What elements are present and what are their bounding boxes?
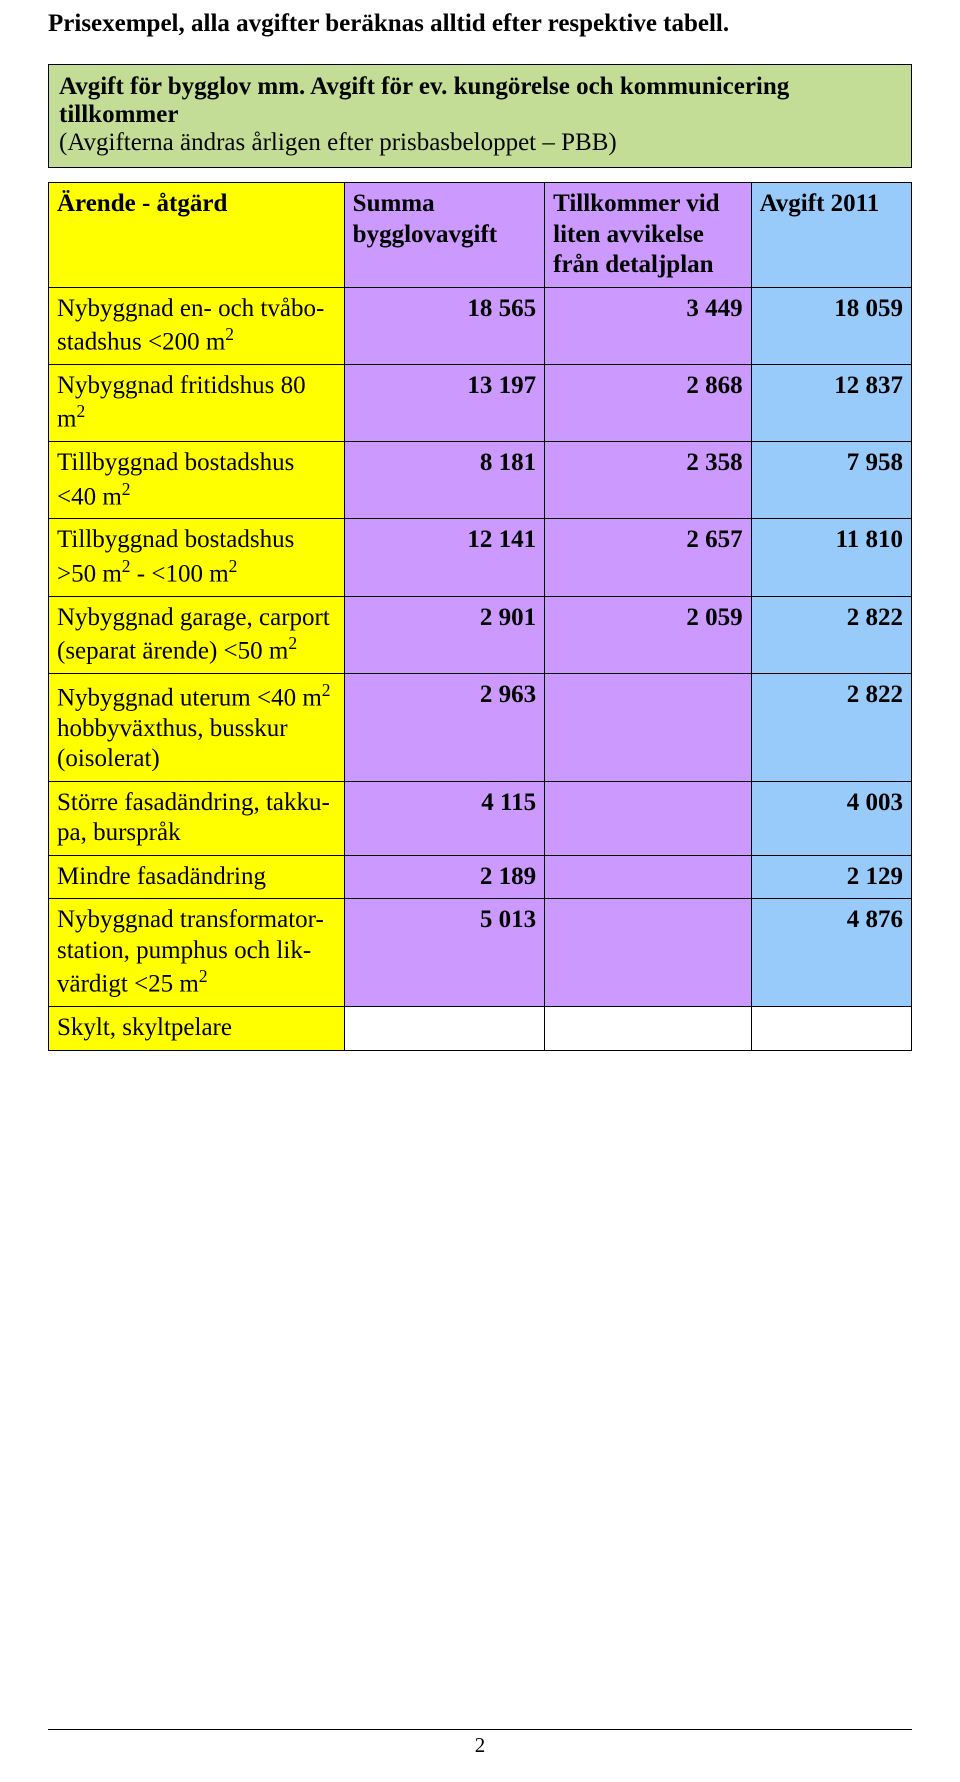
cell-summa: 8 181 (344, 442, 544, 519)
cell-avgift: 12 837 (751, 364, 911, 441)
cell-tillkommer (545, 1007, 751, 1051)
cell-avgift: 4 003 (751, 781, 911, 855)
cell-tillkommer: 3 449 (545, 287, 751, 364)
info-box-line-1: Avgift för bygglov mm. Avgift för ev. ku… (59, 73, 901, 129)
cell-avgift (751, 1007, 911, 1051)
cell-avgift: 2 822 (751, 596, 911, 673)
row-label: Nybyggnad transformator-station, pumphus… (49, 899, 345, 1007)
table-row: Större fasadändring, takku-pa, burspråk4… (49, 781, 912, 855)
row-label: Skylt, skyltpelare (49, 1007, 345, 1051)
cell-avgift: 11 810 (751, 519, 911, 596)
table-row: Nybyggnad transformator-station, pumphus… (49, 899, 912, 1007)
row-label: Nybyggnad uterum <40 m2 hobbyväxthus, bu… (49, 674, 345, 782)
table-row: Nybyggnad uterum <40 m2 hobbyväxthus, bu… (49, 674, 912, 782)
footer-separator (48, 1729, 912, 1730)
header-arende: Ärende - åtgärd (49, 183, 345, 288)
cell-summa: 2 189 (344, 855, 544, 899)
cell-avgift: 18 059 (751, 287, 911, 364)
table-row: Tillbyggnad bostadshus <40 m28 1812 3587… (49, 442, 912, 519)
table-row: Skylt, skyltpelare (49, 1007, 912, 1051)
cell-tillkommer: 2 358 (545, 442, 751, 519)
cell-avgift: 2 822 (751, 674, 911, 782)
row-label: Nybyggnad garage, carport (separat ärend… (49, 596, 345, 673)
cell-summa: 2 963 (344, 674, 544, 782)
cell-summa: 2 901 (344, 596, 544, 673)
table-row: Nybyggnad fritidshus 80 m213 1972 86812 … (49, 364, 912, 441)
pricing-table: Ärende - åtgärd Summa bygglovavgift Till… (48, 182, 912, 1051)
row-label: Mindre fasadändring (49, 855, 345, 899)
cell-tillkommer: 2 059 (545, 596, 751, 673)
cell-summa: 5 013 (344, 899, 544, 1007)
row-label: Nybyggnad en- och tvåbo-stadshus <200 m2 (49, 287, 345, 364)
table-header-row: Ärende - åtgärd Summa bygglovavgift Till… (49, 183, 912, 288)
cell-summa: 4 115 (344, 781, 544, 855)
cell-summa (344, 1007, 544, 1051)
table-row: Mindre fasadändring2 189 2 129 (49, 855, 912, 899)
row-label: Tillbyggnad bostadshus <40 m2 (49, 442, 345, 519)
cell-avgift: 4 876 (751, 899, 911, 1007)
cell-summa: 13 197 (344, 364, 544, 441)
cell-summa: 18 565 (344, 287, 544, 364)
table-row: Nybyggnad garage, carport (separat ärend… (49, 596, 912, 673)
cell-tillkommer (545, 899, 751, 1007)
row-label: Tillbyggnad bostadshus >50 m2 - <100 m2 (49, 519, 345, 596)
page: Prisexempel, alla avgifter beräknas allt… (0, 0, 960, 1782)
row-label: Större fasadändring, takku-pa, burspråk (49, 781, 345, 855)
cell-avgift: 7 958 (751, 442, 911, 519)
cell-tillkommer (545, 674, 751, 782)
page-number: 2 (0, 1733, 960, 1758)
table-row: Tillbyggnad bostadshus >50 m2 - <100 m21… (49, 519, 912, 596)
cell-avgift: 2 129 (751, 855, 911, 899)
cell-tillkommer (545, 781, 751, 855)
row-label: Nybyggnad fritidshus 80 m2 (49, 364, 345, 441)
cell-tillkommer: 2 868 (545, 364, 751, 441)
cell-summa: 12 141 (344, 519, 544, 596)
page-heading: Prisexempel, alla avgifter beräknas allt… (48, 10, 912, 38)
header-summa: Summa bygglovavgift (344, 183, 544, 288)
cell-tillkommer: 2 657 (545, 519, 751, 596)
info-box: Avgift för bygglov mm. Avgift för ev. ku… (48, 64, 912, 168)
header-avgift: Avgift 2011 (751, 183, 911, 288)
table-body: Nybyggnad en- och tvåbo-stadshus <200 m2… (49, 287, 912, 1050)
cell-tillkommer (545, 855, 751, 899)
header-tillkommer: Tillkommer vid liten avvikelse från deta… (545, 183, 751, 288)
info-box-line-2: (Avgifterna ändras årligen efter prisbas… (59, 129, 901, 157)
table-row: Nybyggnad en- och tvåbo-stadshus <200 m2… (49, 287, 912, 364)
